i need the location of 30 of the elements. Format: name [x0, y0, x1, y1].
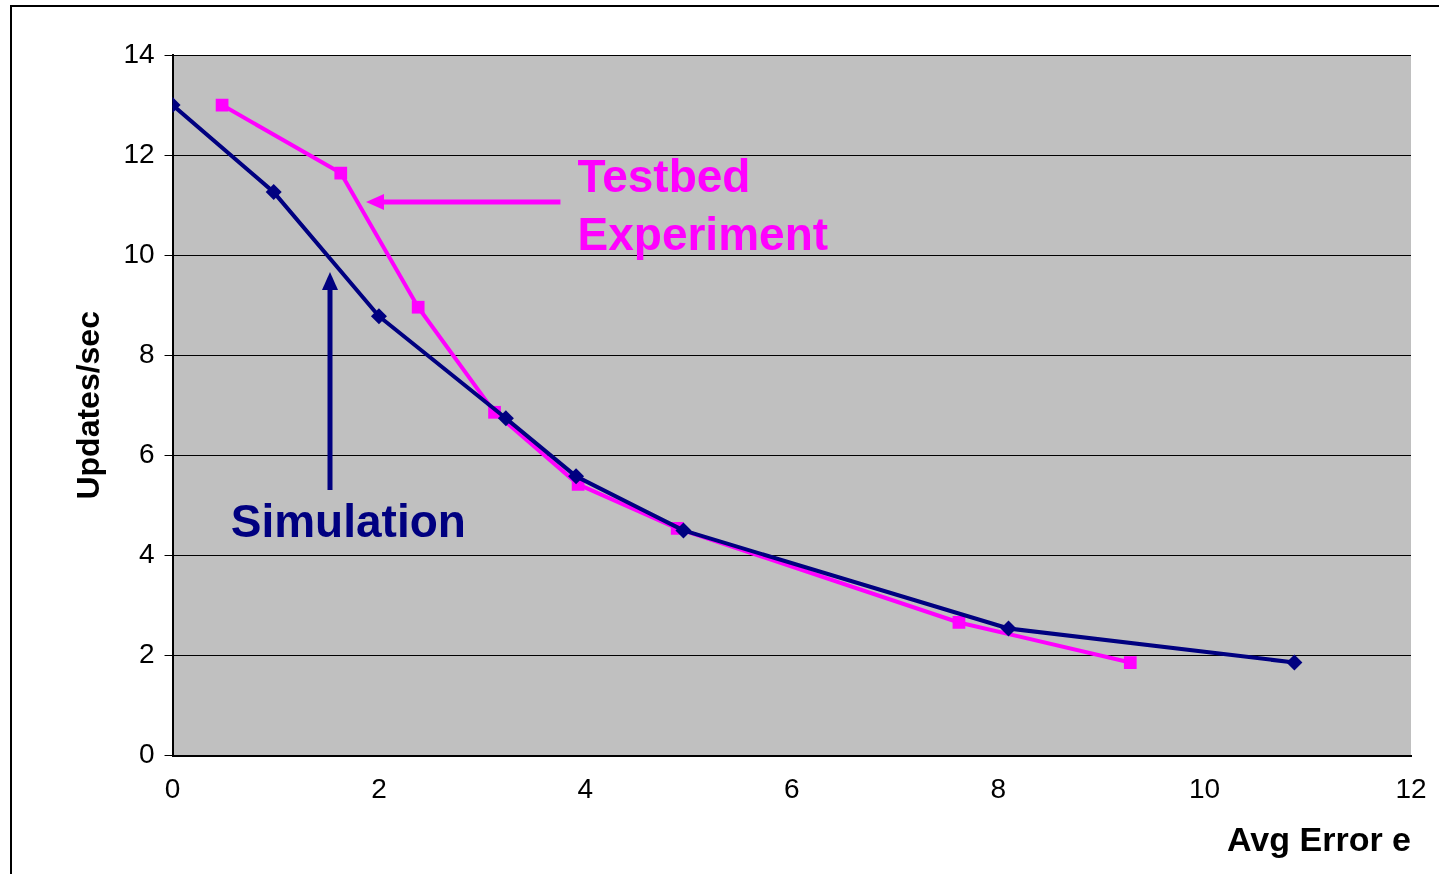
y-tick-label: 8 [138, 337, 155, 369]
x-tick-label: 12 [1395, 773, 1427, 805]
y-tick-label: 2 [138, 638, 155, 670]
x-tick-label: 10 [1189, 773, 1221, 805]
y-tick-label: 6 [138, 438, 155, 470]
point [334, 166, 348, 180]
y-tick-label: 4 [138, 538, 155, 570]
point [568, 468, 585, 485]
point [1000, 620, 1017, 637]
point [675, 522, 692, 539]
x-tick-label: 0 [164, 773, 181, 805]
y-tick-label: 12 [123, 137, 155, 169]
point [1286, 654, 1303, 671]
y-tick-label: 10 [123, 237, 155, 269]
y-tick-label: 14 [123, 37, 155, 69]
y-tick-label: 0 [138, 738, 155, 770]
x-tick-label: 6 [783, 773, 800, 805]
legend-label: Testbed Experiment [577, 150, 829, 261]
point [370, 308, 387, 325]
x-tick-label: 2 [371, 773, 387, 805]
x-tick-label: 4 [577, 773, 594, 805]
y-axis-title: Updates/sec [70, 311, 107, 500]
point [952, 616, 966, 629]
series-label: Simulation [230, 495, 466, 548]
point [411, 300, 425, 314]
x-axis-title: Avg Error e [1227, 819, 1411, 858]
point [265, 184, 282, 201]
x-tick-label: 8 [990, 773, 1006, 805]
point [1123, 656, 1137, 669]
point [497, 410, 514, 427]
